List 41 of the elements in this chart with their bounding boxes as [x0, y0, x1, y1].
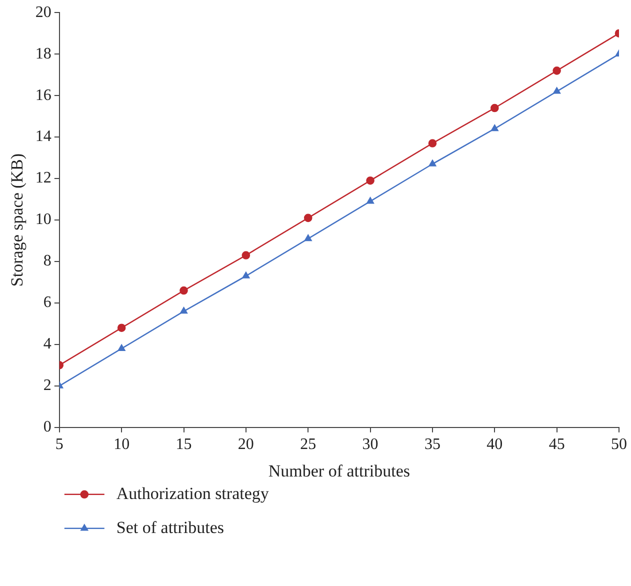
point — [180, 286, 188, 295]
point — [553, 87, 561, 94]
y-tick-label: 14 — [35, 128, 52, 146]
y-tick-label: 16 — [35, 86, 52, 104]
y-axis-title: Storage space (KB) — [8, 153, 27, 287]
x-tick-label: 30 — [362, 436, 378, 454]
point — [304, 234, 312, 242]
point — [428, 160, 436, 166]
x-tick-label: 40 — [486, 436, 503, 454]
point — [180, 307, 188, 314]
y-tick-label: 18 — [35, 45, 52, 62]
x-tick-label: 50 — [611, 436, 627, 454]
x-axis-title: Number of attributes — [268, 461, 410, 480]
y-tick-label: 0 — [43, 418, 52, 436]
point — [366, 197, 374, 204]
x-tick-label: 5 — [55, 436, 64, 454]
y-tick-label: 2 — [43, 377, 52, 394]
y-tick-label: 8 — [43, 252, 52, 270]
point — [366, 176, 374, 185]
x-tick-label: 15 — [176, 436, 192, 454]
point — [428, 139, 437, 148]
x-tick-label: 20 — [238, 436, 254, 454]
y-tick-label: 12 — [35, 170, 52, 187]
x-tick-label: 35 — [424, 436, 440, 454]
x-tick-label: 10 — [114, 436, 130, 454]
point — [304, 214, 312, 222]
point — [490, 104, 499, 112]
legend-label: Set of attributes — [116, 518, 224, 537]
point — [242, 272, 250, 278]
x-tick-label: 45 — [548, 436, 565, 454]
point — [490, 124, 498, 132]
y-tick-label: 10 — [35, 211, 52, 228]
point — [242, 251, 250, 260]
y-tick-label: 6 — [43, 294, 52, 312]
legend-label: Authorization strategy — [116, 484, 270, 503]
point — [118, 344, 126, 351]
x-tick-label: 25 — [300, 436, 316, 454]
point — [117, 324, 126, 332]
y-tick-label: 4 — [43, 336, 52, 353]
y-tick-label: 20 — [35, 4, 52, 21]
point — [552, 66, 561, 75]
